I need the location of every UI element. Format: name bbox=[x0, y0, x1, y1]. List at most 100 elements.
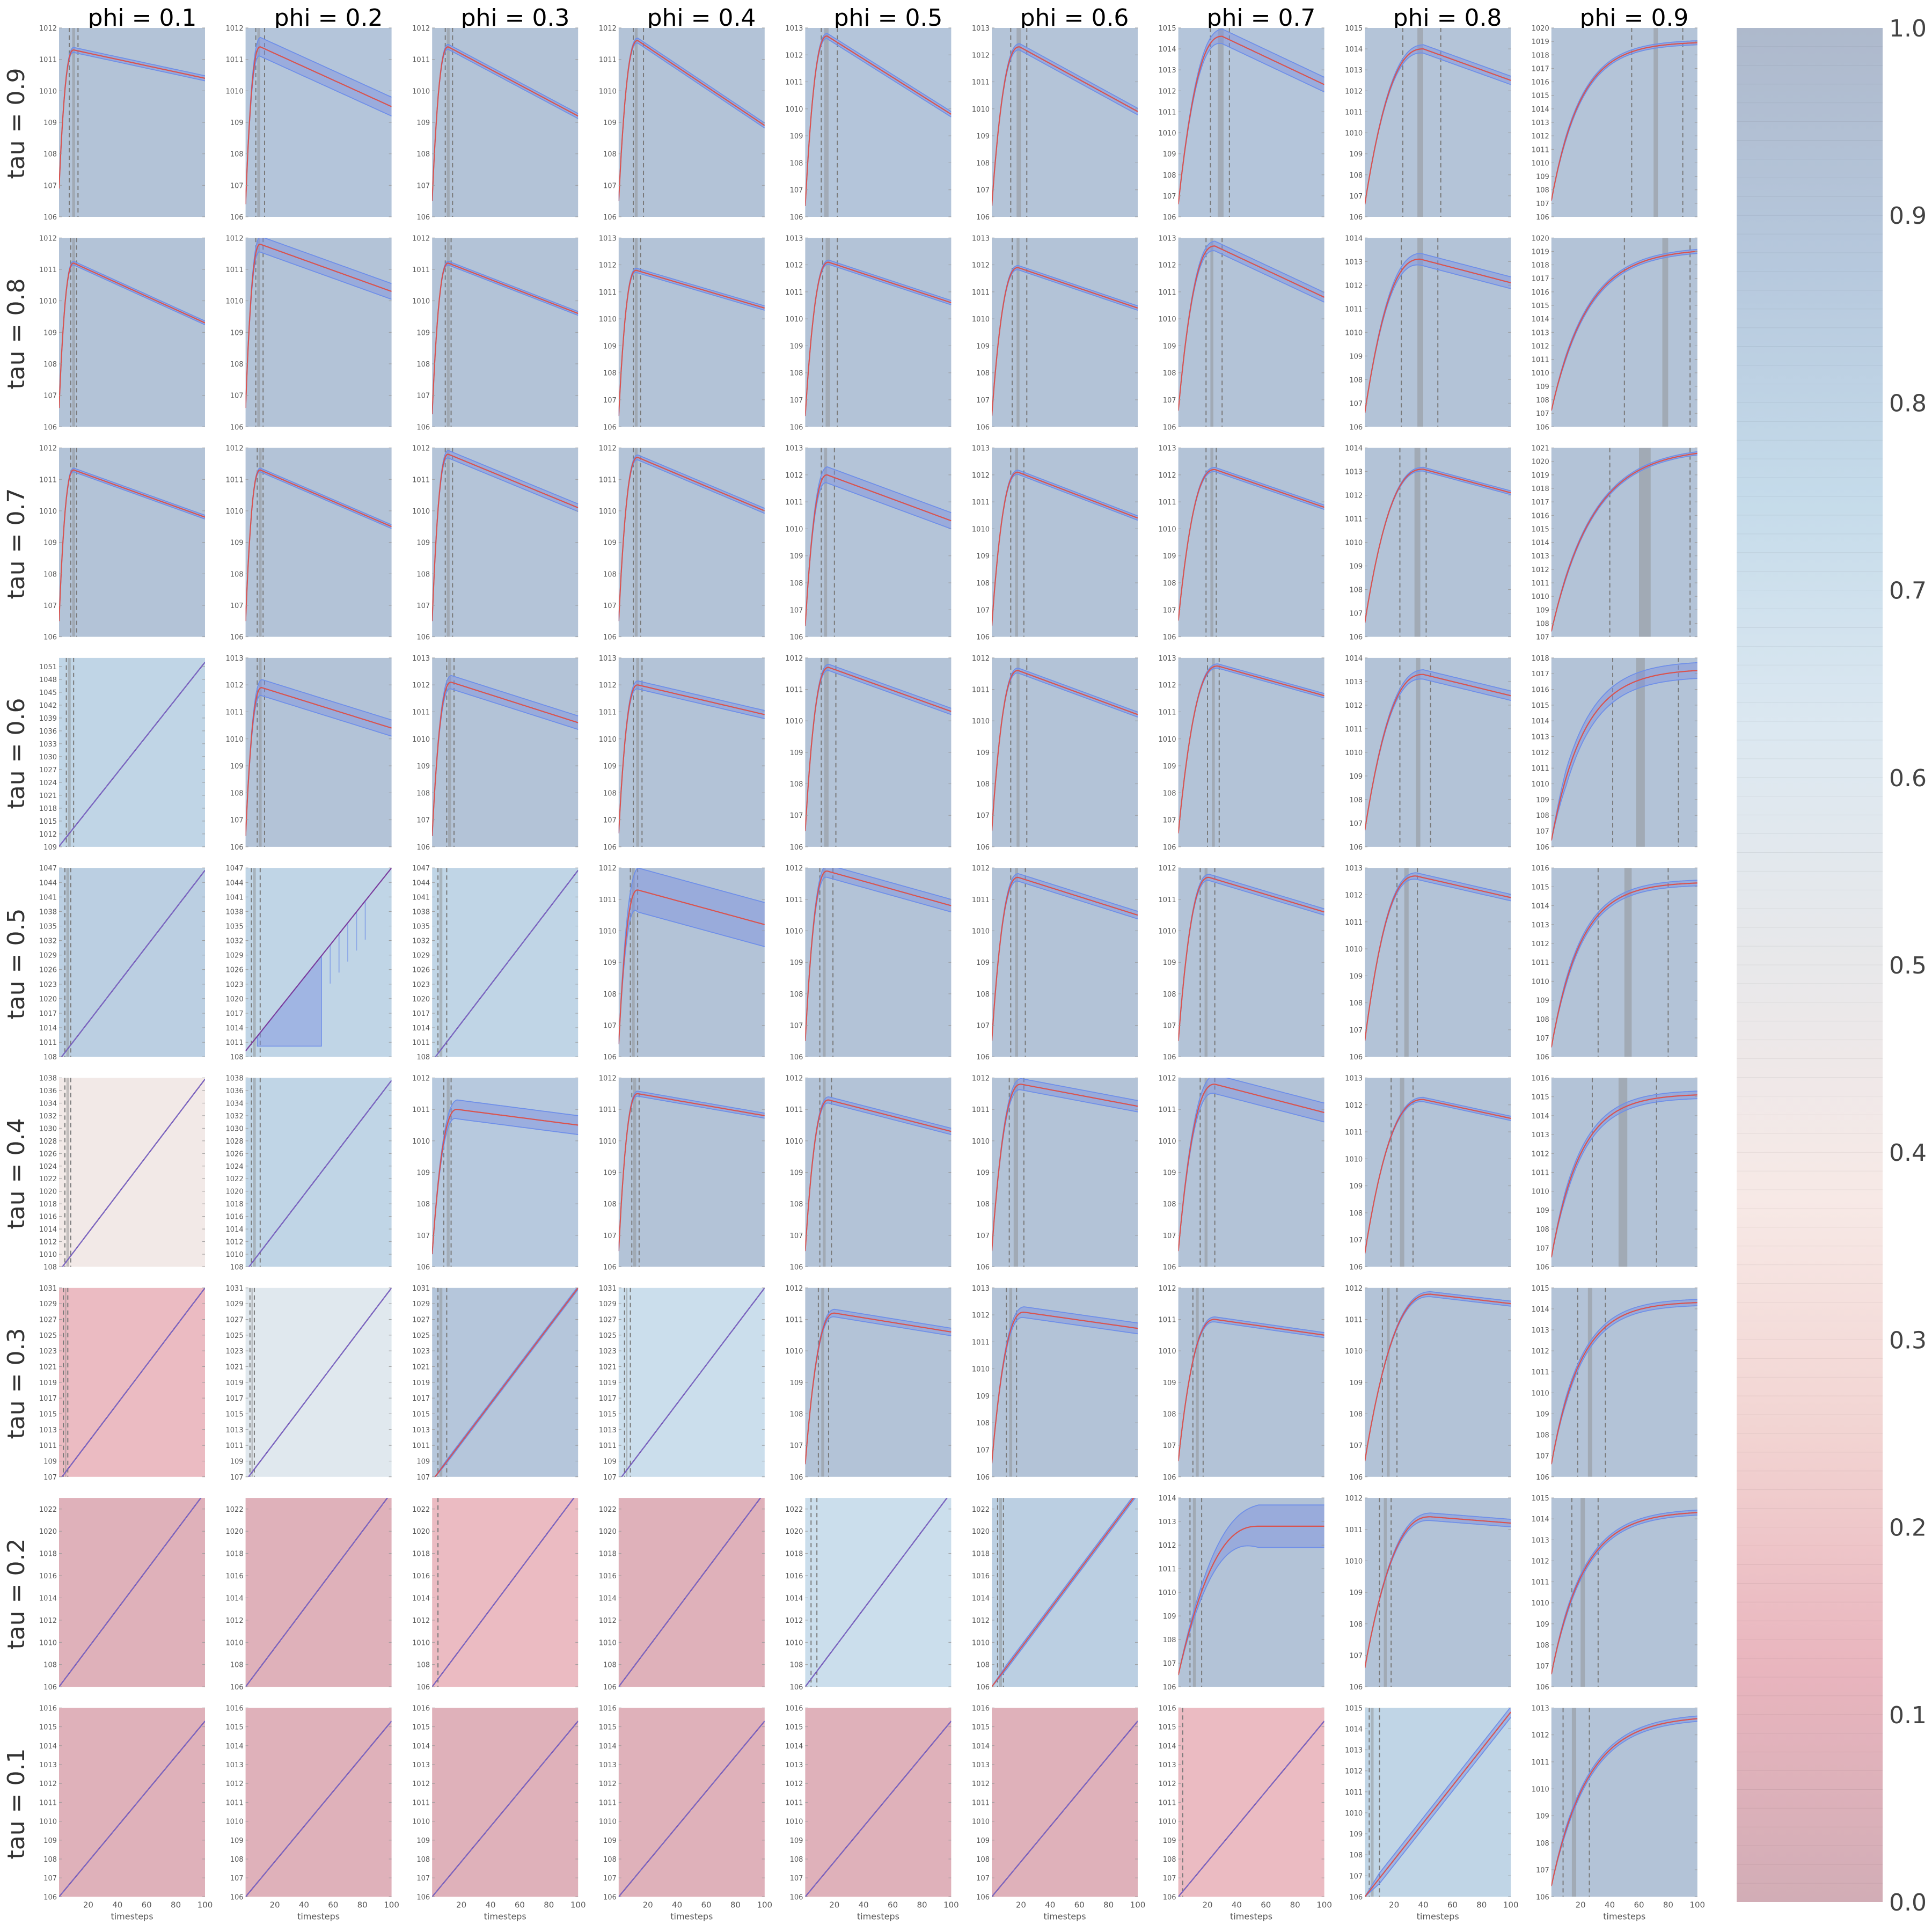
y-tick-label: 106 bbox=[603, 1684, 617, 1692]
y-tick-label: 1012 bbox=[39, 235, 57, 243]
y-tick-label: 1013 bbox=[1532, 1131, 1549, 1139]
v-span bbox=[1414, 448, 1421, 637]
y-tick-label: 1011 bbox=[412, 708, 430, 716]
y-tick-label: 1015 bbox=[226, 1410, 244, 1418]
y-tick-label: 1017 bbox=[226, 1395, 244, 1403]
panel: 106 107 108 109 1010 1011 1012 bbox=[1159, 1075, 1324, 1272]
y-tick-label: 1010 bbox=[412, 508, 430, 516]
y-tick-label: 107 bbox=[976, 1447, 990, 1455]
y-tick-label: 107 bbox=[976, 812, 990, 820]
y-tick-label: 1012 bbox=[972, 262, 990, 270]
mean-line bbox=[1551, 1302, 1697, 1465]
x-tick-label: 40 bbox=[672, 1900, 682, 1909]
y-tick-label: 107 bbox=[1536, 1867, 1549, 1875]
y-tick-label: 1013 bbox=[1159, 445, 1176, 453]
column-title: phi = 0.4 bbox=[647, 4, 756, 32]
band-edge-line bbox=[618, 1721, 765, 1897]
y-tick-label: 1013 bbox=[1345, 865, 1363, 873]
v-span bbox=[447, 238, 450, 427]
y-tick-label: 1020 bbox=[1532, 235, 1549, 243]
y-tick-label: 106 bbox=[603, 844, 617, 852]
plot-area bbox=[432, 1721, 579, 1897]
band-upper-edge bbox=[1551, 1091, 1697, 1258]
column-title: phi = 0.9 bbox=[1580, 4, 1689, 32]
mean-line bbox=[1365, 258, 1511, 413]
y-tick-label: 1010 bbox=[972, 1818, 990, 1826]
y-tick-label: 106 bbox=[790, 634, 803, 642]
v-span bbox=[1016, 657, 1020, 847]
mean-line bbox=[992, 1311, 1138, 1463]
band-lower-edge bbox=[1551, 1098, 1697, 1258]
v-span bbox=[64, 1287, 67, 1477]
y-tick-label: 1012 bbox=[412, 25, 430, 33]
mean-line bbox=[1551, 670, 1697, 841]
y-tick-label: 109 bbox=[976, 1393, 990, 1401]
y-tick-label: 1015 bbox=[785, 1724, 803, 1732]
band-upper-edge bbox=[992, 265, 1138, 416]
band-upper-edge bbox=[434, 1287, 578, 1477]
y-tick-label: 1010 bbox=[412, 1138, 430, 1146]
y-tick-label: 1010 bbox=[1532, 1785, 1549, 1794]
y-tick-label: 1018 bbox=[39, 1201, 57, 1209]
y-tick-label: 109 bbox=[1349, 1589, 1363, 1597]
y-tick-label: 1011 bbox=[226, 1039, 244, 1047]
y-tick-label: 109 bbox=[603, 1458, 617, 1466]
y-tick-label: 1011 bbox=[1159, 499, 1176, 507]
band-lower-edge bbox=[1551, 1305, 1697, 1465]
v-span bbox=[447, 448, 450, 637]
x-axis-label: timesteps bbox=[111, 1911, 153, 1921]
y-tick-label: 1011 bbox=[785, 79, 803, 87]
panel-background bbox=[245, 657, 392, 847]
mean-line bbox=[432, 1109, 579, 1255]
y-tick-label: 1018 bbox=[1532, 52, 1549, 60]
y-tick-label: 108 bbox=[1163, 1636, 1176, 1644]
y-tick-label: 1013 bbox=[412, 1426, 430, 1435]
panel-background bbox=[805, 1078, 952, 1267]
y-tick-label: 1027 bbox=[599, 1316, 617, 1324]
y-tick-label: 1010 bbox=[599, 87, 617, 96]
y-tick-label: 1012 bbox=[972, 472, 990, 480]
y-tick-label: 107 bbox=[1536, 634, 1549, 642]
y-tick-label: 109 bbox=[603, 119, 617, 127]
y-tick-label: 1011 bbox=[785, 686, 803, 694]
y-tick-label: 1038 bbox=[39, 908, 57, 916]
y-tick-label: 108 bbox=[43, 570, 57, 579]
y-tick-label: 1010 bbox=[1345, 329, 1363, 337]
y-tick-label: 108 bbox=[1349, 1410, 1363, 1418]
y-tick-label: 1010 bbox=[599, 1818, 617, 1826]
y-tick-label: 1019 bbox=[1532, 38, 1549, 46]
band-upper-edge bbox=[432, 675, 579, 836]
y-tick-label: 1013 bbox=[1532, 734, 1549, 742]
y-tick-label: 106 bbox=[976, 1684, 990, 1692]
panel-background bbox=[805, 657, 952, 847]
plot-area bbox=[1365, 1498, 1511, 1687]
y-tick-label: 109 bbox=[976, 1837, 990, 1845]
band-upper-edge bbox=[1178, 1078, 1324, 1252]
y-tick-label: 106 bbox=[1163, 1893, 1176, 1901]
panel: 106 107 108 109 1010 1011 1012 bbox=[226, 445, 392, 642]
y-tick-label: 109 bbox=[976, 133, 990, 141]
band-upper-edge bbox=[618, 38, 765, 201]
y-tick-label: 1012 bbox=[972, 52, 990, 60]
y-tick-label: 108 bbox=[790, 1662, 803, 1670]
y-tick-label: 107 bbox=[976, 1875, 990, 1883]
y-tick-label: 1014 bbox=[226, 1594, 244, 1602]
y-tick-label: 1011 bbox=[1532, 146, 1549, 154]
x-tick-label: 20 bbox=[643, 1900, 653, 1909]
row-title: tau = 0.3 bbox=[3, 1328, 30, 1439]
plot-area bbox=[1551, 1708, 1697, 1897]
y-tick-label: 1012 bbox=[599, 1617, 617, 1625]
panel: 106 107 108 109 1010 1011 1012 bbox=[39, 235, 205, 431]
error-band bbox=[1178, 29, 1324, 204]
mean-line bbox=[1178, 1319, 1324, 1461]
y-tick-label: 106 bbox=[790, 214, 803, 222]
y-tick-label: 1012 bbox=[1532, 566, 1549, 574]
x-tick-label: 60 bbox=[515, 1900, 525, 1909]
column-title: phi = 0.7 bbox=[1207, 4, 1316, 32]
x-tick-label: 60 bbox=[888, 1900, 898, 1909]
y-tick-label: 1014 bbox=[599, 1743, 617, 1751]
mean-line bbox=[992, 46, 1138, 206]
band-lower-edge bbox=[618, 1095, 765, 1252]
panel: 106 107 108 109 1010 1011 1012 bbox=[599, 445, 765, 642]
y-tick-label: 1030 bbox=[226, 1125, 244, 1133]
